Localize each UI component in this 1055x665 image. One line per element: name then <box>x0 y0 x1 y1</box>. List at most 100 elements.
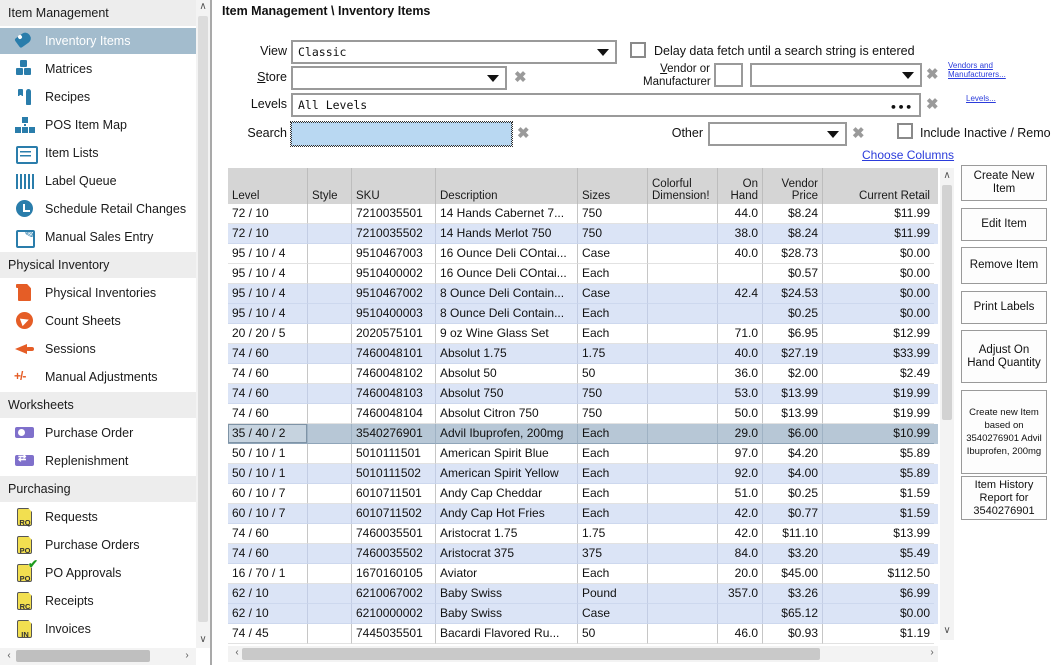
table-row[interactable]: 74 / 60 7460035502 Aristocrat 375 375 84.0 $3… <box>228 544 938 564</box>
vendor-clear-icon[interactable]: ✖ <box>926 66 939 83</box>
table-row[interactable]: 95 / 10 / 4 9510467002 8 Ounce Deli Contai… <box>228 284 938 304</box>
sidebar-hscroll-thumb[interactable] <box>16 650 150 662</box>
scroll-up-icon[interactable]: ∧ <box>943 170 951 181</box>
table-row[interactable]: 95 / 10 / 4 9510400002 16 Ounce Deli COnta… <box>228 264 938 284</box>
column-header-colorful-dimension[interactable]: Colorful Dimension! <box>648 168 718 204</box>
vendors-manufacturers-link[interactable]: Vendors and Manufacturers... <box>948 61 1006 79</box>
sidebar-item-po-approvals[interactable]: PO ✔ PO Approvals <box>0 557 196 586</box>
table-vertical-scrollbar[interactable]: ∧ ∨ <box>940 168 954 640</box>
column-header-sizes[interactable]: Sizes <box>578 168 648 204</box>
scroll-down-icon[interactable]: ∨ <box>943 625 951 636</box>
column-header-vendor-price[interactable]: Vendor Price <box>763 168 823 204</box>
view-dropdown[interactable]: Classic <box>291 40 617 64</box>
table-row[interactable]: 95 / 10 / 4 9510400003 8 Ounce Deli Contai… <box>228 304 938 324</box>
scroll-up-icon[interactable]: ∧ <box>199 1 207 12</box>
table-row[interactable]: 50 / 10 / 1 5010111501 American Spirit Blu… <box>228 444 938 464</box>
table-row[interactable]: 16 / 70 / 1 1670160105 Aviator Each 20.0 $45.… <box>228 564 938 584</box>
sidebar-item-matrices[interactable]: Matrices <box>0 56 196 82</box>
table-row[interactable]: 74 / 45 7445035501 Bacardi Flavored Ru... 5… <box>228 624 938 644</box>
scroll-left-icon[interactable]: ‹ <box>7 650 11 661</box>
tree-icon <box>14 114 36 136</box>
scroll-right-icon[interactable]: › <box>930 647 934 658</box>
sidebar-vertical-scrollbar[interactable]: ∧ ∨ <box>196 0 210 648</box>
vendor-code-input[interactable] <box>714 63 743 87</box>
sidebar-item-item-lists[interactable]: Item Lists <box>0 140 196 166</box>
cell-current-retail: $11.99 <box>823 224 934 244</box>
column-header-on-hand[interactable]: On Hand <box>718 168 763 204</box>
table-row-selected[interactable]: 35 / 40 / 2 3540276901 Advil Ibuprofen, 20… <box>228 424 938 444</box>
choose-columns-link[interactable]: Choose Columns <box>862 148 955 162</box>
table-row[interactable]: 72 / 10 7210035502 14 Hands Merlot 750 750 3… <box>228 224 938 244</box>
sidebar-item-recipes[interactable]: Recipes <box>0 84 196 110</box>
sidebar-horizontal-scrollbar[interactable]: ‹ › <box>0 648 196 665</box>
table-row[interactable]: 74 / 60 7460048101 Absolut 1.75 1.75 40.0 $27… <box>228 344 938 364</box>
search-clear-icon[interactable]: ✖ <box>517 125 530 142</box>
create-new-item-based-on-3540276901-advi-button[interactable]: Create new Item based on 3540276901 Advi… <box>961 390 1047 474</box>
sidebar-item-requests[interactable]: RQ Requests <box>0 504 196 530</box>
table-row[interactable]: 60 / 10 / 7 6010711502 Andy Cap Hot Fries E… <box>228 504 938 524</box>
chevron-down-icon <box>827 131 839 138</box>
column-header-level[interactable]: Level <box>228 168 308 204</box>
levels-field[interactable]: All Levels ••• <box>291 93 921 117</box>
sidebar-item-purchase-orders[interactable]: PO Purchase Orders <box>0 532 196 558</box>
scroll-right-icon[interactable]: › <box>185 650 189 661</box>
edit-item-button[interactable]: Edit Item <box>961 208 1047 241</box>
sidebar-item-pos-item-map[interactable]: POS Item Map <box>0 112 196 138</box>
table-row[interactable]: 20 / 20 / 5 2020575101 9 oz Wine Glass Set… <box>228 324 938 344</box>
table-row[interactable]: 62 / 10 6210000002 Baby Swiss Case $65.12 $0.… <box>228 604 938 624</box>
sidebar-item-inventory-items[interactable]: Inventory Items <box>0 28 196 54</box>
sidebar-item-sessions[interactable]: Sessions <box>0 336 196 362</box>
table-horizontal-scrollbar[interactable]: ‹ › <box>228 646 938 662</box>
table-row[interactable]: 50 / 10 / 1 5010111502 American Spirit Yel… <box>228 464 938 484</box>
table-row[interactable]: 74 / 60 7460048103 Absolut 750 750 53.0 $13.9… <box>228 384 938 404</box>
cell-colorful-dimension <box>648 624 718 644</box>
column-header-description[interactable]: Description <box>436 168 578 204</box>
delay-fetch-checkbox[interactable] <box>630 42 646 58</box>
store-dropdown[interactable] <box>291 66 507 90</box>
table-row[interactable]: 62 / 10 6210067002 Baby Swiss Pound 357.0 $3.… <box>228 584 938 604</box>
column-header-style[interactable]: Style <box>308 168 352 204</box>
print-labels-button[interactable]: Print Labels <box>961 291 1047 324</box>
table-row[interactable]: 74 / 60 7460035501 Aristocrat 1.75 1.75 42.0… <box>228 524 938 544</box>
table-hscroll-thumb[interactable] <box>242 648 820 660</box>
levels-link[interactable]: Levels... <box>966 94 996 103</box>
cell-sku: 9510467002 <box>352 284 436 304</box>
table-row[interactable]: 60 / 10 / 7 6010711501 Andy Cap Cheddar Eac… <box>228 484 938 504</box>
table-row[interactable]: 74 / 60 7460048104 Absolut Citron 750 750 50… <box>228 404 938 424</box>
scroll-left-icon[interactable]: ‹ <box>235 647 239 658</box>
store-clear-icon[interactable]: ✖ <box>514 69 527 86</box>
cell-sizes: 50 <box>578 624 648 644</box>
sidebar-item-manual-sales-entry[interactable]: Manual Sales Entry <box>0 224 196 250</box>
sidebar-item-manual-adjustments[interactable]: Manual Adjustments <box>0 364 196 390</box>
sidebar-item-label-queue[interactable]: Label Queue <box>0 168 196 194</box>
sidebar-item-replenishment[interactable]: Replenishment <box>0 448 196 474</box>
other-clear-icon[interactable]: ✖ <box>852 125 865 142</box>
sidebar-item-count-sheets[interactable]: Count Sheets <box>0 308 196 334</box>
sidebar-item-physical-inventories[interactable]: Physical Inventories <box>0 280 196 306</box>
sidebar-vscroll-thumb[interactable] <box>198 16 208 622</box>
ellipsis-icon[interactable]: ••• <box>890 101 913 114</box>
column-header-current-retail[interactable]: Current Retail <box>859 190 930 202</box>
adjust-on-hand-quantity-button[interactable]: Adjust On Hand Quantity <box>961 330 1047 383</box>
cell-current-retail: $1.59 <box>823 484 934 504</box>
table-row[interactable]: 74 / 60 7460048102 Absolut 50 50 36.0 $2.00 $2… <box>228 364 938 384</box>
scroll-down-icon[interactable]: ∨ <box>199 634 207 645</box>
item-history-report-for-3540276901-button[interactable]: Item History Report for 3540276901 <box>961 476 1047 520</box>
sidebar-item-schedule-retail-changes[interactable]: Schedule Retail Changes <box>0 196 196 222</box>
other-dropdown[interactable] <box>708 122 847 146</box>
table-row[interactable]: 72 / 10 7210035501 14 Hands Cabernet 7... 7… <box>228 204 938 224</box>
doc-yellow-icon: PO ✔ <box>14 557 38 584</box>
sidebar-item-invoices[interactable]: IN Invoices <box>0 616 196 642</box>
sidebar-item-purchase-order[interactable]: Purchase Order <box>0 420 196 446</box>
include-inactive-checkbox[interactable] <box>897 123 913 139</box>
table-vscroll-thumb[interactable] <box>942 185 952 420</box>
create-new-item-button[interactable]: Create New Item <box>961 165 1047 201</box>
remove-item-button[interactable]: Remove Item <box>961 247 1047 284</box>
vendor-dropdown[interactable] <box>750 63 922 87</box>
column-header-sku[interactable]: SKU <box>352 168 436 204</box>
search-input[interactable] <box>290 121 513 147</box>
cell-description: Andy Cap Hot Fries <box>436 504 578 524</box>
levels-clear-icon[interactable]: ✖ <box>926 96 939 113</box>
sidebar-item-receipts[interactable]: RC Receipts <box>0 588 196 614</box>
table-row[interactable]: 95 / 10 / 4 9510467003 16 Ounce Deli COnta… <box>228 244 938 264</box>
